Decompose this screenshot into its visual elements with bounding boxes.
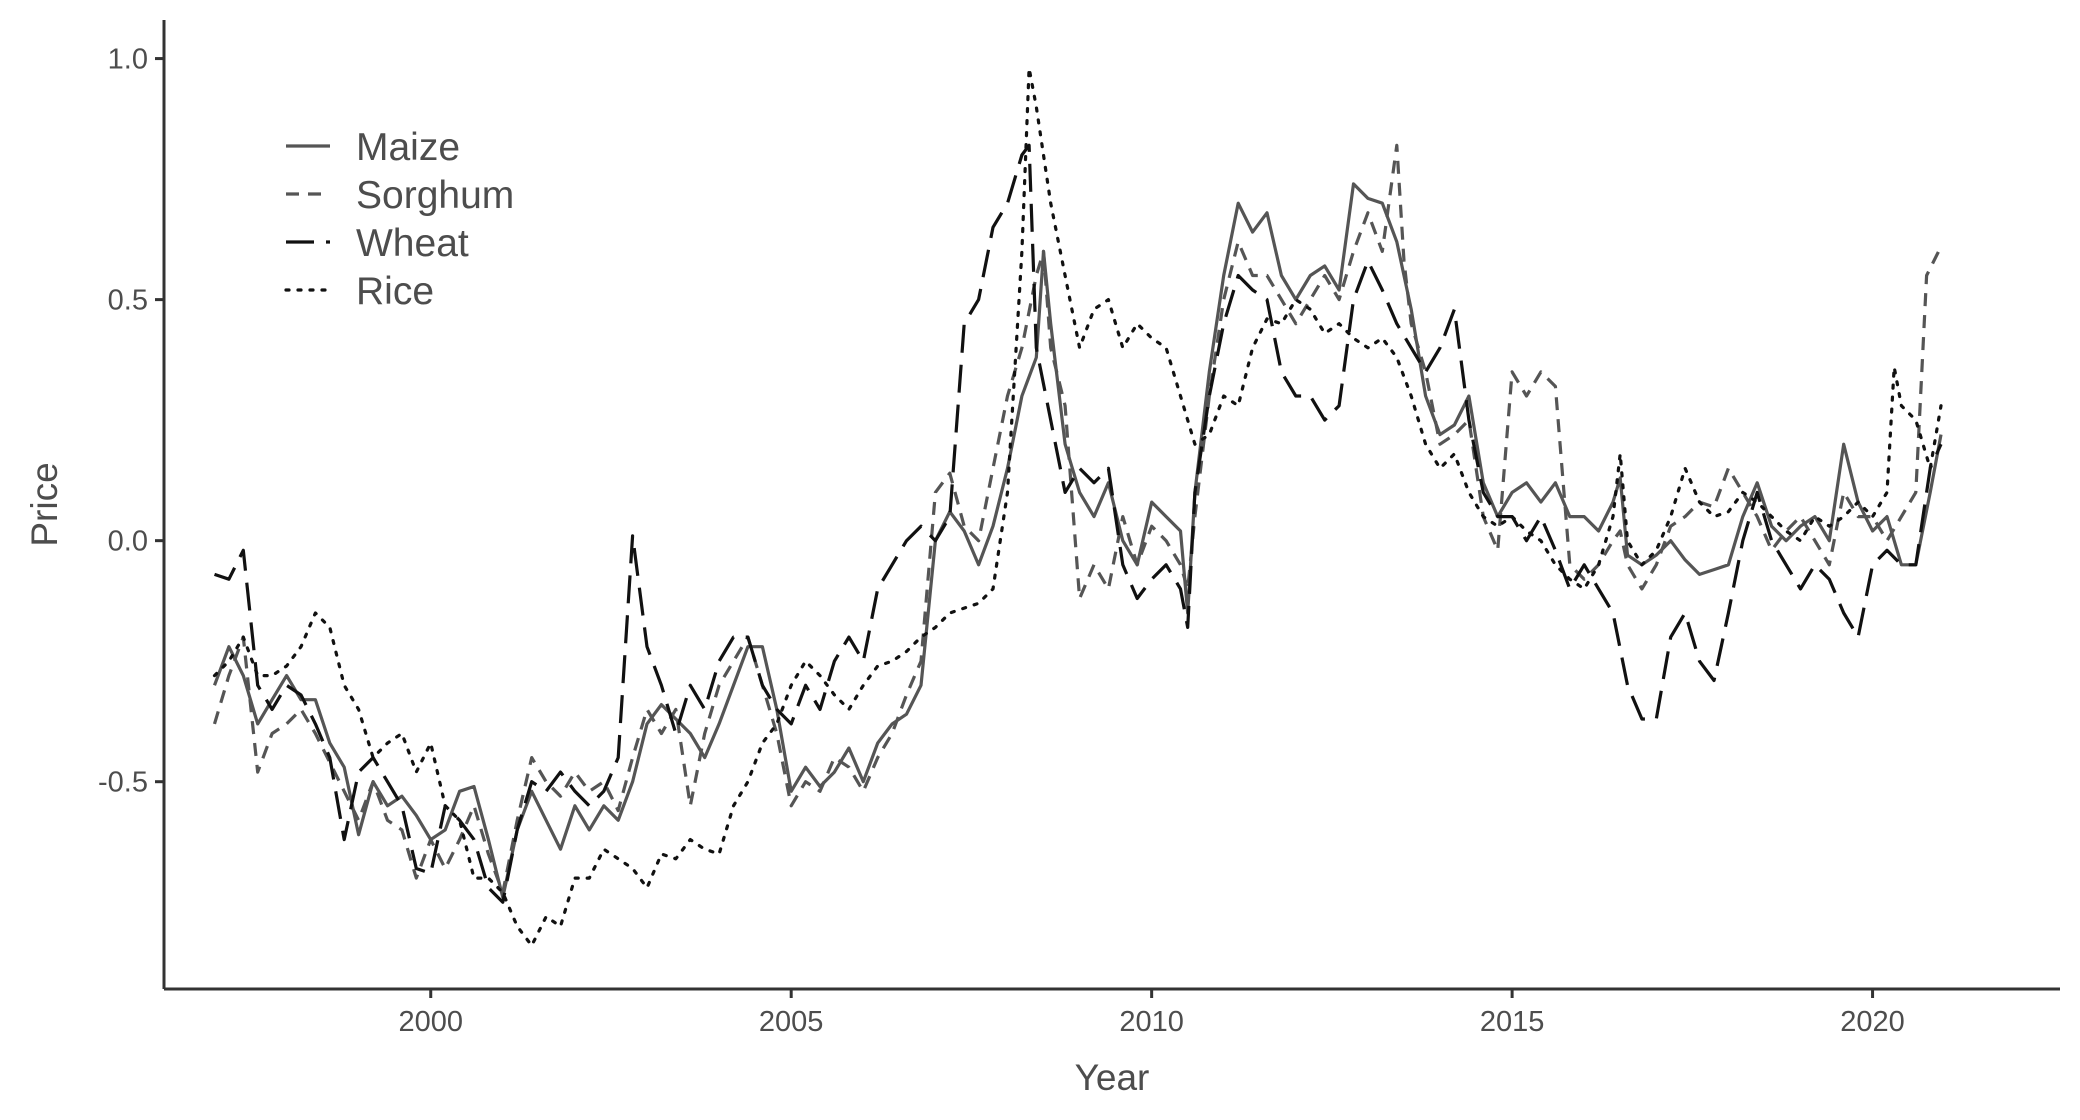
y-tick-label: 1.0 — [108, 44, 148, 76]
series-line-rice — [212, 66, 1943, 948]
x-tick-label: 2000 — [398, 1006, 463, 1038]
series-group — [212, 66, 1943, 948]
x-tick-label: 2020 — [1840, 1006, 1905, 1038]
y-tick-label: -0.5 — [98, 767, 148, 799]
x-axis-ticks: 2000 2005 2010 2015 2020 — [398, 989, 1905, 1038]
x-tick-label: 2005 — [759, 1006, 824, 1038]
y-axis-ticks: -0.5 0.0 0.5 1.0 — [98, 44, 164, 799]
x-axis-title: Year — [1075, 1057, 1150, 1098]
series-line-sorghum — [212, 143, 1943, 895]
y-tick-label: 0.5 — [108, 285, 148, 317]
x-tick-label: 2010 — [1119, 1006, 1184, 1038]
y-axis-title: Price — [24, 462, 65, 546]
legend-label-rice: Rice — [356, 270, 434, 313]
legend-label-wheat: Wheat — [356, 222, 469, 265]
series-line-maize — [213, 182, 1943, 899]
series-line-wheat — [213, 143, 1943, 904]
legend: Maize Sorghum Wheat Rice — [284, 126, 514, 313]
legend-label-sorghum: Sorghum — [356, 174, 514, 217]
x-tick-label: 2015 — [1480, 1006, 1545, 1038]
y-tick-label: 0.0 — [108, 526, 148, 558]
legend-label-maize: Maize — [356, 126, 460, 169]
